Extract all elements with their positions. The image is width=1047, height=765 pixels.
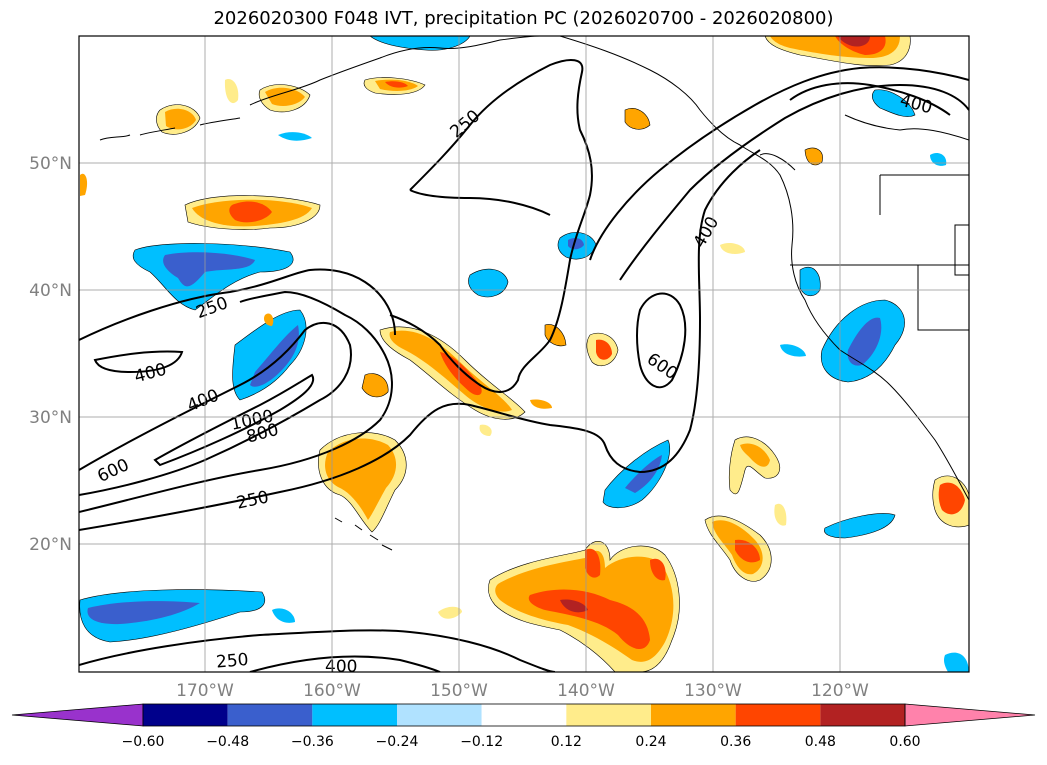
colorbar-tick-label: −0.48	[206, 734, 249, 750]
colorbar-tick-label: 0.12	[551, 734, 582, 750]
colorbar-tick-label: −0.12	[460, 734, 503, 750]
contour-label-400: 400	[184, 386, 222, 417]
colorbar-segment	[566, 704, 651, 726]
colorbar-tick-label: 0.36	[720, 734, 751, 750]
colorbar-segment	[397, 704, 482, 726]
contour-label-250: 250	[215, 650, 249, 673]
lon-label-150w: 150°W	[430, 681, 488, 701]
colorbar-segment	[651, 704, 736, 726]
contour-label-400: 400	[690, 213, 724, 251]
lon-label-140w: 140°W	[557, 681, 615, 701]
colorbar-extend-low	[11, 703, 144, 727]
colorbar-tick-label: 0.24	[635, 734, 666, 750]
colorbar-segment	[227, 704, 313, 726]
contour-label-400: 400	[325, 657, 357, 677]
colorbar-segment	[312, 704, 397, 726]
lat-label-50n: 50°N	[29, 154, 72, 174]
colorbar-extend-high	[904, 703, 1036, 727]
colorbar-tick-label: −0.36	[291, 734, 334, 750]
lon-label-120w: 120°W	[811, 681, 869, 701]
lat-label-20n: 20°N	[29, 535, 72, 555]
coastlines	[99, 36, 969, 551]
contour-label-600: 600	[643, 349, 681, 384]
latitude-labels: 50°N 40°N 30°N 20°N	[29, 154, 72, 555]
colorbar-segment	[735, 704, 821, 726]
colorbar-tick-label: 0.48	[805, 734, 836, 750]
lon-label-130w: 130°W	[684, 681, 742, 701]
colorbar-segment	[143, 704, 228, 726]
contour-label-250: 250	[446, 106, 484, 142]
colorbar: −0.60 −0.48 −0.36 −0.24 −0.12 0.12 0.24 0.36 0.4…	[11, 703, 1036, 750]
graticule	[79, 36, 969, 672]
colorbar-tick-label: −0.60	[122, 734, 165, 750]
contour-label-600: 600	[94, 455, 132, 487]
lon-label-160w: 160°W	[303, 681, 361, 701]
colorbar-segment	[820, 704, 905, 726]
map-frame	[78, 35, 970, 673]
colorbar-tick-label: −0.24	[376, 734, 419, 750]
lat-label-30n: 30°N	[29, 408, 72, 428]
colorbar-segment	[481, 704, 567, 726]
colorbar-tick-label: 0.60	[889, 734, 920, 750]
lon-label-170w: 170°W	[176, 681, 234, 701]
lat-label-40n: 40°N	[29, 281, 72, 301]
precip-shading	[79, 36, 969, 672]
contour-label-400: 400	[132, 360, 169, 388]
contour-label-250: 250	[235, 487, 271, 513]
map-area: 250 250 250 250 400 400 400 400 400 600 …	[79, 36, 969, 677]
colorbar-frame	[142, 703, 906, 727]
map-title: 2026020300 F048 IVT, precipitation PC (2…	[213, 8, 834, 29]
longitude-labels: 170°W 160°W 150°W 140°W 130°W 120°W	[176, 681, 869, 701]
